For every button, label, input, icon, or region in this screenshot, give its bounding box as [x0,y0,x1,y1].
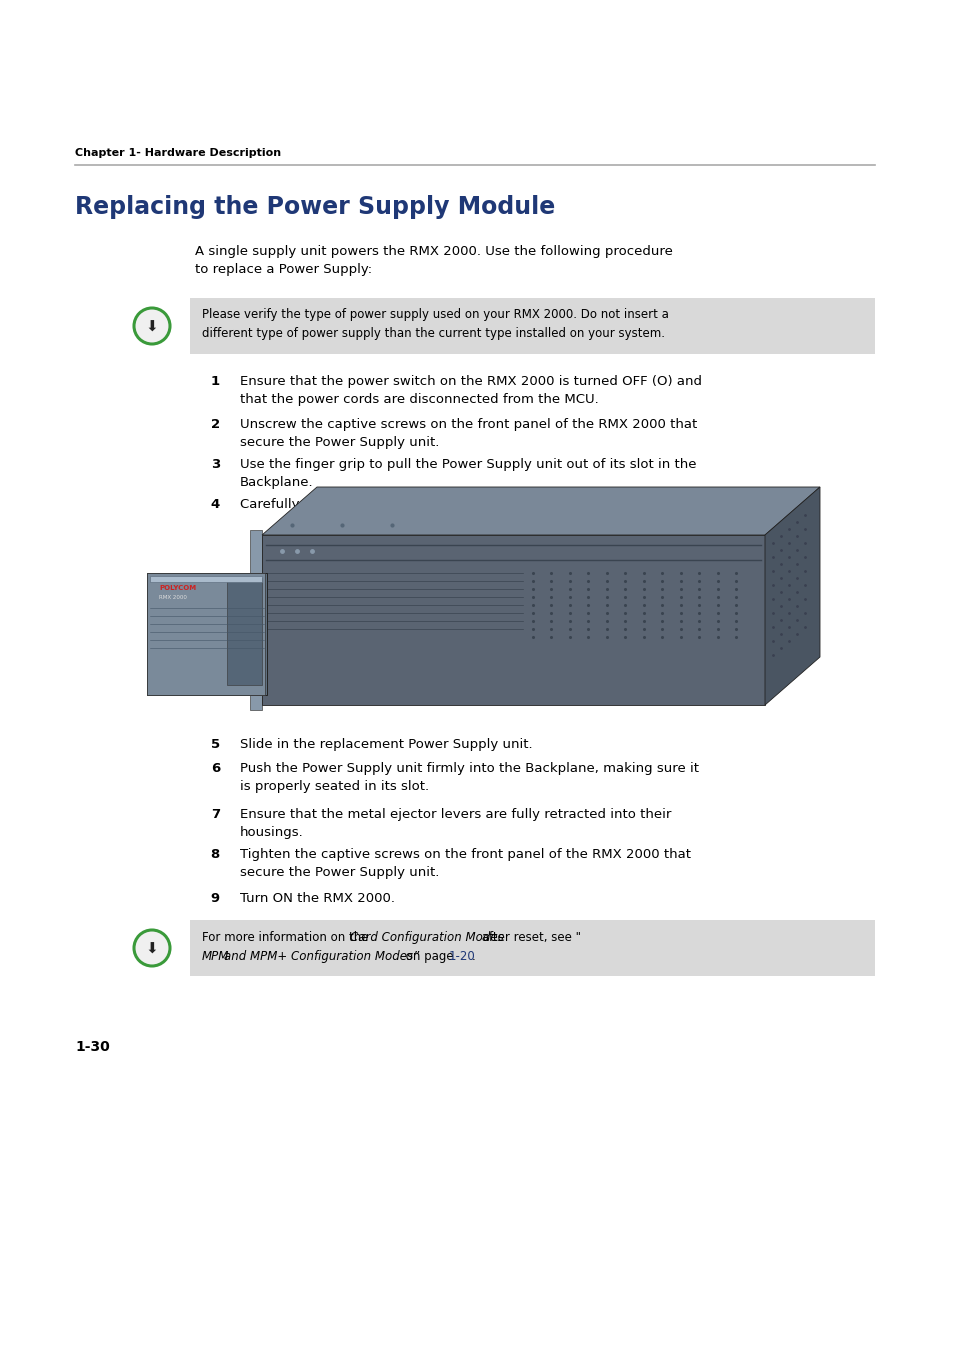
Text: 9: 9 [211,892,220,904]
Text: ⬇: ⬇ [146,941,158,957]
Bar [227,578,262,684]
Text: Tighten the captive screws on the front panel of the RMX 2000 that
secure the Po: Tighten the captive screws on the front … [240,848,690,879]
Text: ⬇: ⬇ [146,320,158,335]
Text: Chapter 1- Hardware Description: Chapter 1- Hardware Description [75,148,281,158]
Text: 5: 5 [211,738,220,751]
Text: Turn ON the RMX 2000.: Turn ON the RMX 2000. [240,892,395,904]
Text: Replacing the Power Supply Module: Replacing the Power Supply Module [75,194,555,219]
Text: Ensure that the metal ejector levers are fully retracted into their
housings.: Ensure that the metal ejector levers are… [240,809,671,838]
Text: 7: 7 [211,809,220,821]
Text: 1-20: 1-20 [449,950,476,963]
Bar [147,572,267,695]
Polygon shape [262,487,820,535]
Text: A single supply unit powers the RMX 2000. Use the following procedure
to replace: A single supply unit powers the RMX 2000… [194,244,672,277]
Circle shape [133,308,170,344]
Text: 1: 1 [211,375,220,387]
Text: and MPM+ Configuration Modes”: and MPM+ Configuration Modes” [224,950,418,963]
Text: 6: 6 [211,761,220,775]
Text: POLYCOM: POLYCOM [159,585,196,591]
Polygon shape [764,487,820,705]
Text: RMX 2000: RMX 2000 [159,595,187,599]
Bar [147,572,265,695]
Text: 3: 3 [211,458,220,471]
Text: Unscrew the captive screws on the front panel of the RMX 2000 that
secure the Po: Unscrew the captive screws on the front … [240,418,697,450]
Text: different type of power supply than the current type installed on your system.: different type of power supply than the … [202,327,664,340]
Text: 1-30: 1-30 [75,1040,110,1054]
Polygon shape [262,535,764,705]
Text: .: . [472,950,476,963]
Text: Use the finger grip to pull the Power Supply unit out of its slot in the
Backpla: Use the finger grip to pull the Power Su… [240,458,696,489]
Text: For more information on the: For more information on the [202,931,372,944]
Text: 8: 8 [211,848,220,861]
Text: Please verify the type of power supply used on your RMX 2000. Do not insert a: Please verify the type of power supply u… [202,308,668,321]
Text: Card Configuration Modes: Card Configuration Modes [350,931,503,944]
Text: Ensure that the power switch on the RMX 2000 is turned OFF (O) and
that the powe: Ensure that the power switch on the RMX … [240,375,701,406]
Text: MPM: MPM [202,950,229,963]
Text: on page: on page [401,950,456,963]
Text: 2: 2 [211,418,220,431]
Bar [190,298,874,354]
Bar [150,576,262,582]
Text: Slide in the replacement Power Supply unit.: Slide in the replacement Power Supply un… [240,738,532,751]
Text: Carefully slide the Power Supply unit out through the front panel.: Carefully slide the Power Supply unit ou… [240,498,676,512]
Circle shape [133,930,170,967]
Text: after reset, see ": after reset, see " [477,931,580,944]
Text: Push the Power Supply unit firmly into the Backplane, making sure it
is properly: Push the Power Supply unit firmly into t… [240,761,699,792]
Bar [190,919,874,976]
Text: 4: 4 [211,498,220,512]
Bar [250,531,262,710]
